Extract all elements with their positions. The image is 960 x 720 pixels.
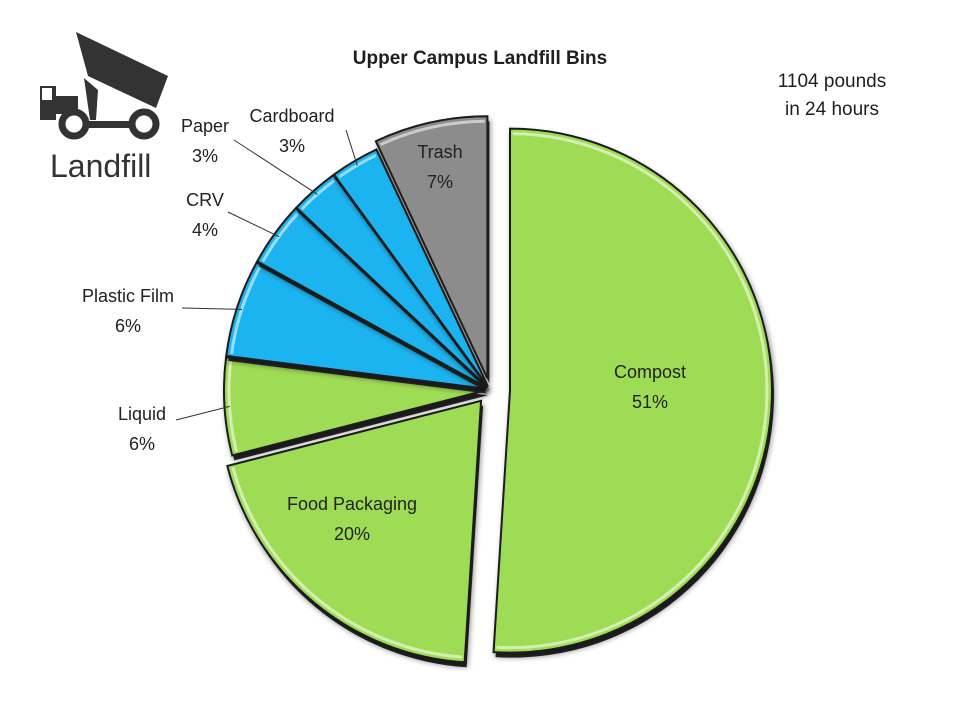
pie-slices [223, 115, 774, 668]
total-note-line-2: in 24 hours [784, 99, 879, 120]
slice-label: Liquid [118, 404, 166, 424]
slice-label: Cardboard [249, 106, 334, 126]
leader-line [233, 139, 318, 195]
leader-line [345, 129, 358, 166]
pie-slice-compost [492, 127, 773, 654]
slice-label: Compost [614, 362, 686, 382]
leader-line [227, 211, 280, 238]
chart-title: Upper Campus Landfill Bins [352, 48, 608, 69]
slice-label: Plastic Film [82, 286, 174, 306]
slice-label: CRV [186, 190, 224, 210]
pie-slice-highlight [231, 466, 463, 659]
pie-slice-trash [374, 115, 489, 379]
slice-label: Food Packaging [287, 494, 417, 514]
dump-truck-icon [40, 32, 168, 140]
slice-percent-label: 7% [427, 172, 453, 192]
pie-slice-highlight [496, 132, 769, 650]
pie-slice-plastic-film [225, 261, 487, 390]
slice-label: Trash [417, 142, 462, 162]
pie-slice-highlight [379, 119, 485, 146]
pie-slice-cardboard [332, 148, 489, 388]
slice-percent-label: 3% [279, 136, 305, 156]
pie-slice-food-packaging [226, 399, 483, 664]
leader-line [181, 307, 243, 310]
slice-percent-label: 4% [192, 220, 218, 240]
slice-label: Paper [181, 116, 229, 136]
leader-line [175, 405, 230, 421]
total-note-line-1: 1104 pounds [777, 71, 887, 92]
pie-labels: Compost 51% Food Packaging 20% Liquid 6% Plast… [82, 106, 686, 544]
pie-slice-liquid [223, 356, 487, 457]
total-note: 1104 pounds in 24 hours [752, 68, 912, 124]
slice-percent-label: 20% [334, 524, 370, 544]
logo-text: Landfill [50, 148, 152, 184]
slice-percent-label: 6% [129, 434, 155, 454]
slice-percent-label: 51% [632, 392, 668, 412]
slice-percent-label: 3% [192, 146, 218, 166]
slice-percent-label: 6% [115, 316, 141, 336]
